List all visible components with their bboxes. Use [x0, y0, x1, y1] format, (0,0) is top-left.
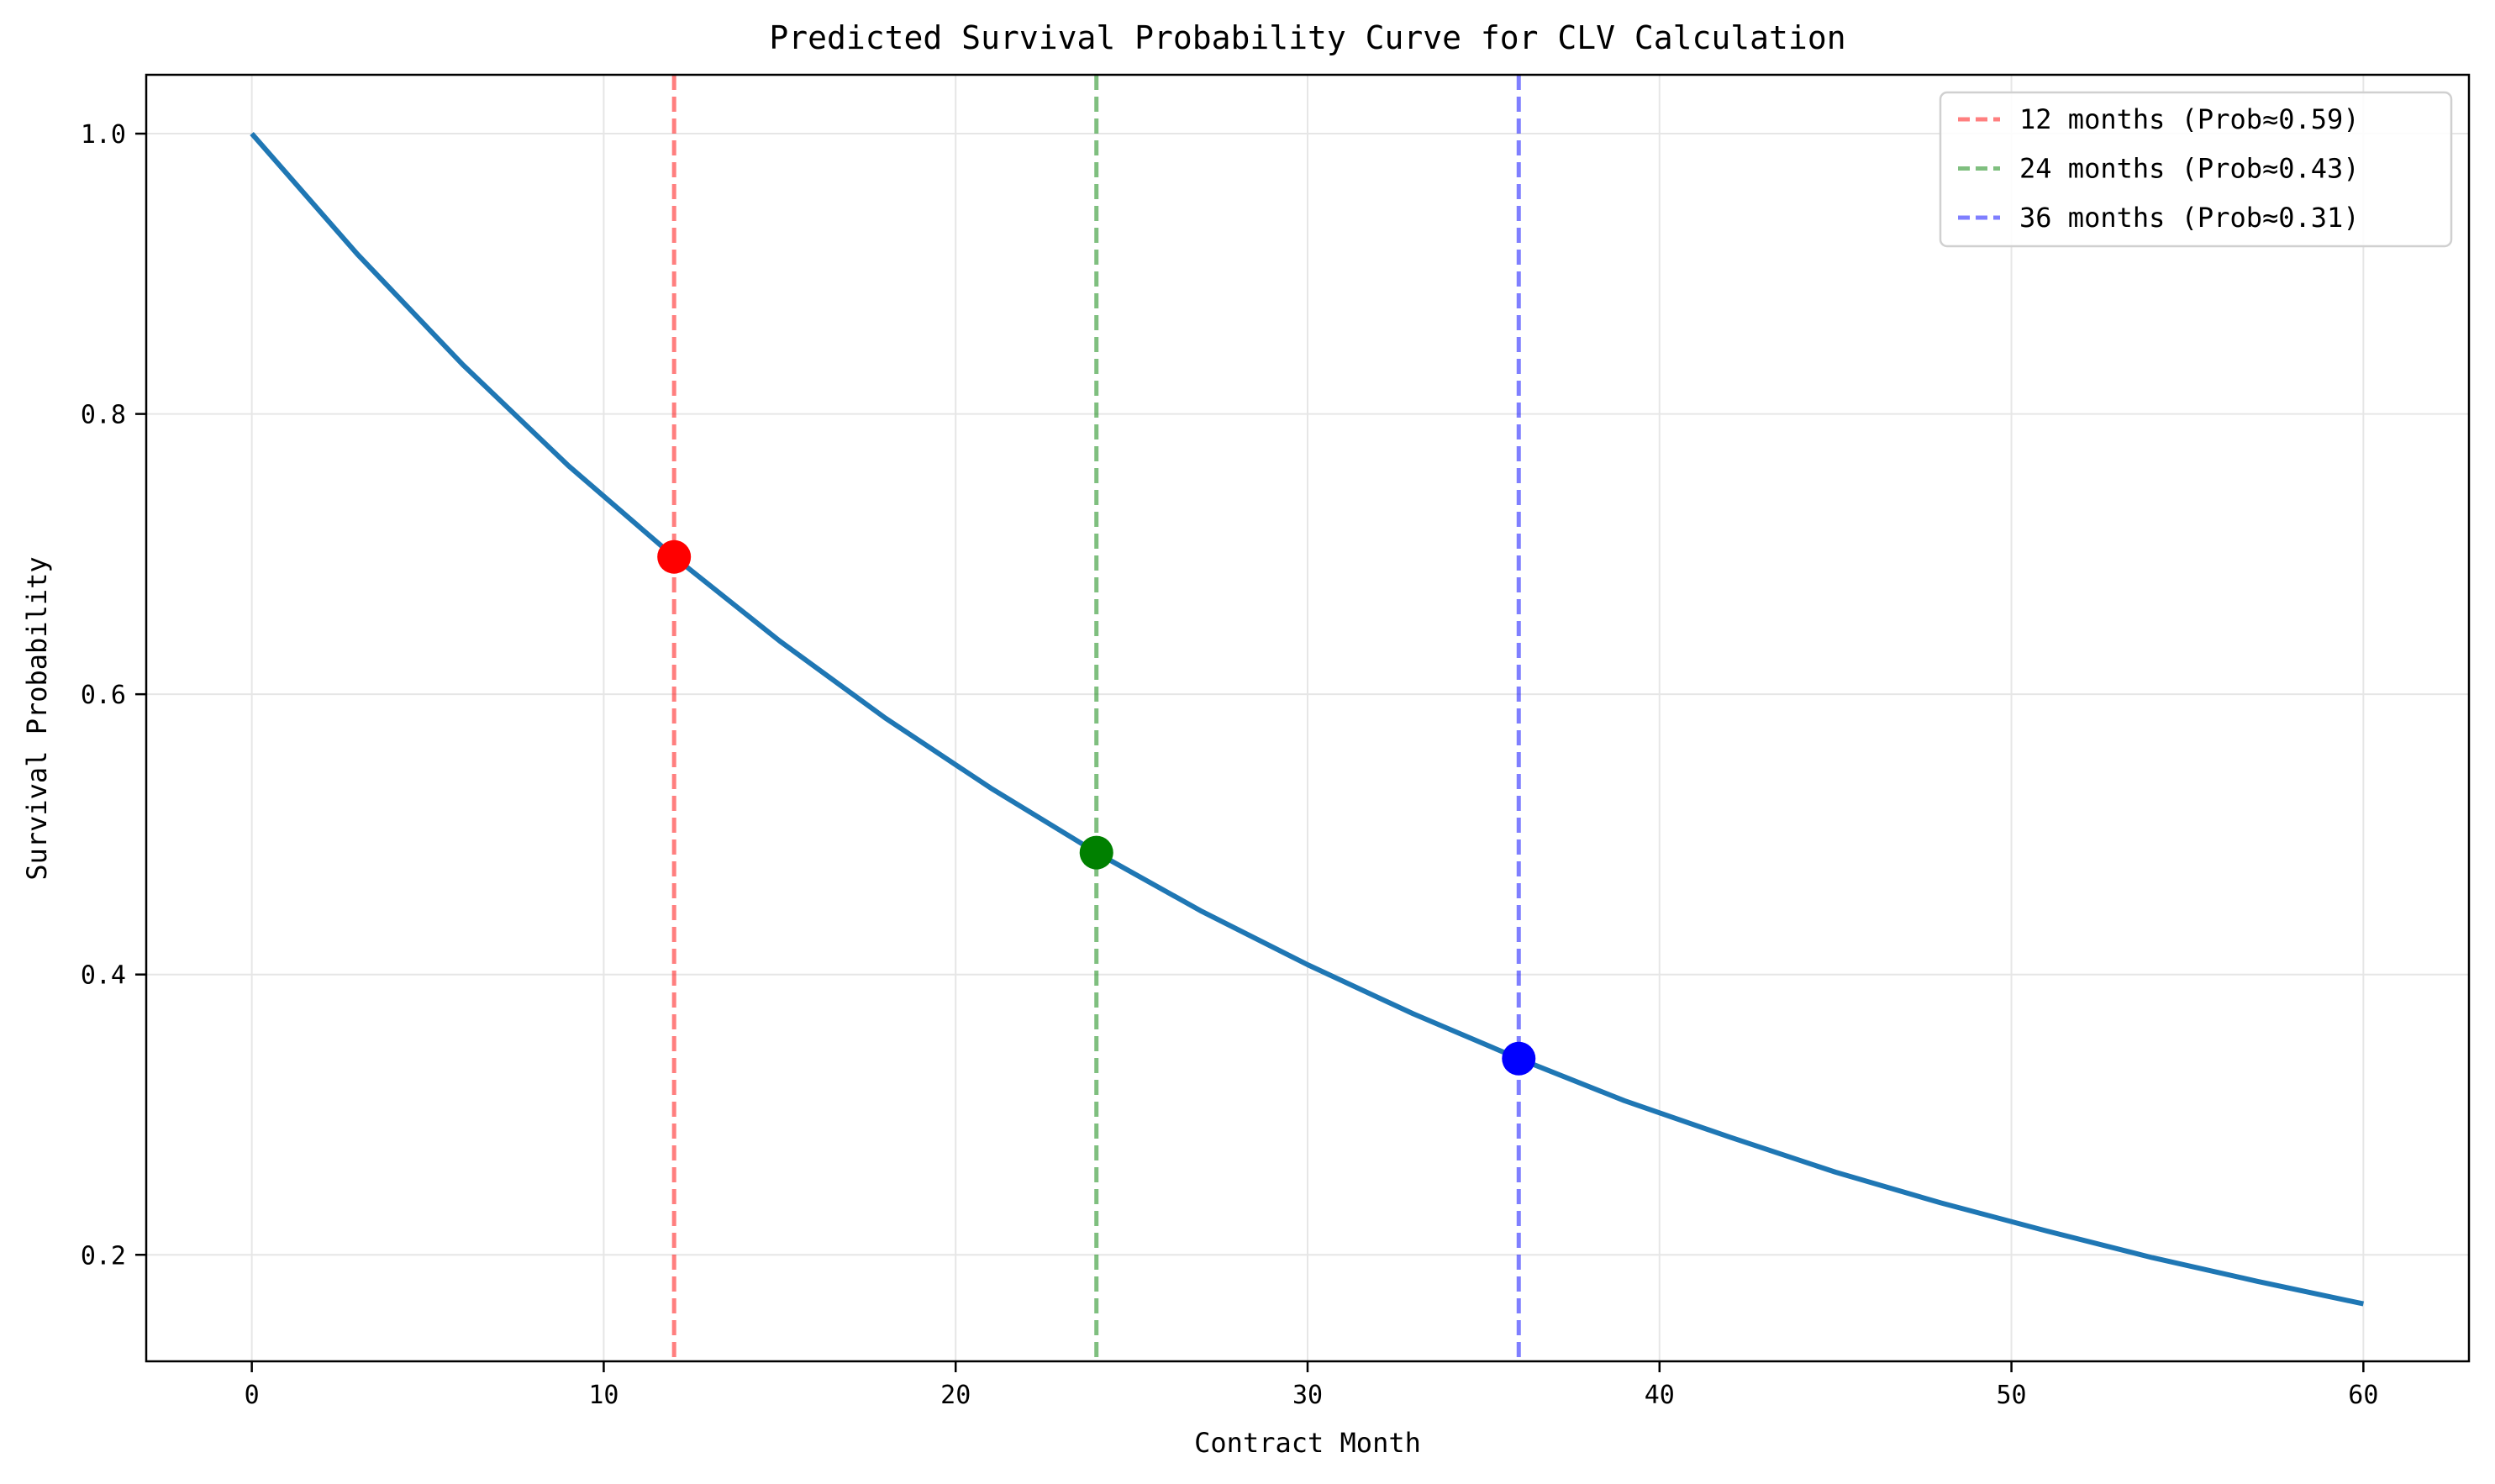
- x-tick-label: 10: [588, 1381, 618, 1410]
- series-layer: [250, 132, 2365, 1307]
- x-tick-label: 50: [1997, 1381, 2027, 1410]
- y-tick-label: 0.2: [81, 1241, 126, 1271]
- grid: [146, 75, 2469, 1361]
- x-tick-label: 20: [940, 1381, 971, 1410]
- legend-entry-label: 12 months (Prob≈0.59): [2019, 103, 2360, 135]
- survival-curve: [250, 132, 2365, 1307]
- marker-36-months: [1502, 1041, 1536, 1076]
- vertical-lines: [671, 75, 1521, 1361]
- x-tick-label: 30: [1292, 1381, 1323, 1410]
- x-tick-label: 60: [2348, 1381, 2378, 1410]
- x-tick-label: 0: [245, 1381, 260, 1410]
- marker-24-months: [1079, 835, 1113, 870]
- x-axis-label: Contract Month: [1194, 1427, 1421, 1459]
- y-axis-label: Survival Probability: [21, 556, 53, 880]
- marker-12-months: [657, 539, 692, 574]
- legend-entry-label: 24 months (Prob≈0.43): [2019, 153, 2360, 185]
- y-tick-label: 0.4: [81, 961, 126, 991]
- ticks: 0 10 20 30 40 50 60 0.2 0.4 0.6 0.8 1.0: [81, 120, 2379, 1410]
- markers: [657, 539, 1536, 1076]
- x-tick-label: 40: [1645, 1381, 1675, 1410]
- chart-title: Predicted Survival Probability Curve for…: [769, 19, 1845, 56]
- legend-entry-label: 36 months (Prob≈0.31): [2019, 202, 2360, 234]
- y-tick-label: 1.0: [81, 120, 126, 150]
- legend: 12 months (Prob≈0.59) 24 months (Prob≈0.4…: [1939, 91, 2453, 248]
- y-tick-label: 0.6: [81, 681, 126, 710]
- y-tick-label: 0.8: [81, 401, 126, 430]
- legend-box: [1939, 91, 2453, 248]
